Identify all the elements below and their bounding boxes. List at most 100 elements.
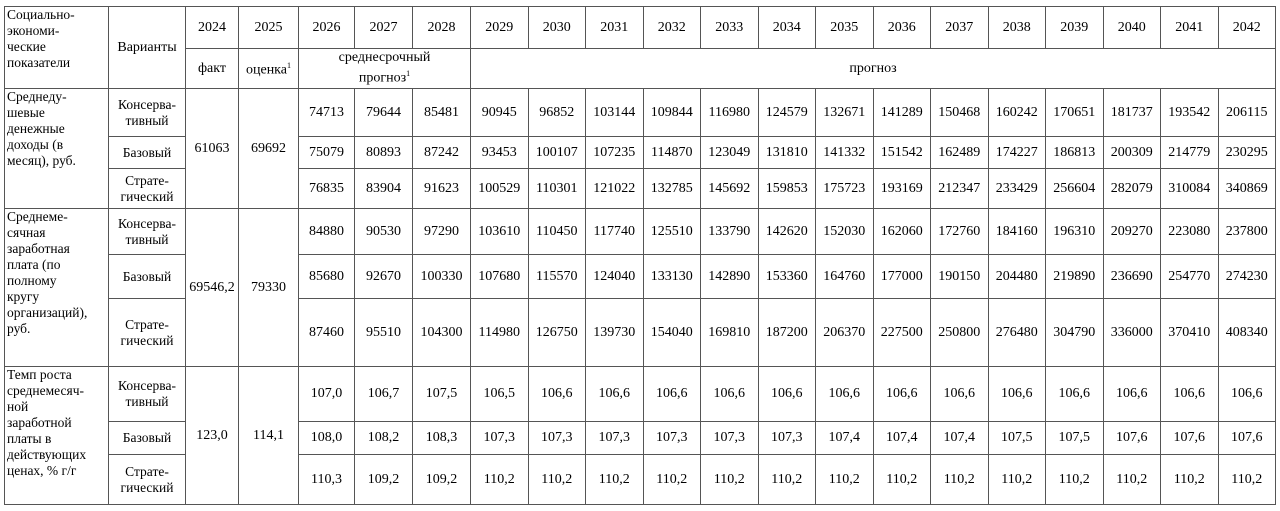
year-header: 2029 [470, 6, 529, 49]
year-header-text: 2034 [772, 19, 801, 35]
forecast-value: 80893 [354, 136, 413, 169]
forecast-value-text: 256604 [1053, 180, 1096, 196]
forecast-value: 114980 [470, 298, 529, 367]
forecast-value: 370410 [1160, 298, 1219, 367]
forecast-value-text: 212347 [938, 180, 981, 196]
forecast-value-text: 124579 [765, 104, 808, 120]
forecast-value-text: 214779 [1168, 144, 1211, 160]
variant-name-text: Консерва- тивный [118, 96, 176, 128]
forecast-value: 110,2 [527, 454, 586, 505]
forecast-value-text: 109844 [650, 104, 693, 120]
forecast-value: 141332 [815, 136, 874, 169]
forecast-value-text: 190150 [938, 268, 981, 284]
forecast-value-text: 133790 [708, 223, 751, 239]
forecast-value: 145692 [700, 168, 759, 209]
year-header-text: 2027 [369, 19, 398, 35]
forecast-value: 110,3 [298, 454, 355, 505]
forecast-value-text: 152030 [823, 223, 866, 239]
medium-forecast-header-text: среднесрочный прогноз [338, 50, 431, 86]
forecast-value: 87242 [412, 136, 471, 169]
forecast-value: 106,6 [585, 366, 644, 422]
fact-value-text: 61063 [194, 140, 230, 156]
forecast-value-text: 106,6 [886, 386, 918, 401]
forecast-value: 174227 [987, 136, 1046, 169]
variant-name: Базовый [108, 421, 186, 455]
fact-value: 123,0 [185, 366, 239, 505]
forecast-value-text: 110,2 [1058, 471, 1090, 487]
forecast-value: 117740 [585, 208, 644, 255]
forecast-value-text: 276480 [995, 324, 1038, 340]
forecast-value-text: 193169 [880, 180, 923, 196]
year-header: 2024 [185, 6, 239, 49]
forecast-value-text: 340869 [1225, 180, 1268, 196]
forecast-value-text: 110,2 [1001, 471, 1033, 487]
fact-header: факт [185, 48, 239, 89]
forecast-value: 107,6 [1102, 421, 1161, 455]
forecast-value: 110,2 [815, 454, 874, 505]
year-header: 2040 [1102, 6, 1161, 49]
forecast-value-text: 107,4 [828, 430, 861, 445]
forecast-value: 408340 [1217, 298, 1276, 367]
forecast-value: 106,5 [470, 366, 529, 422]
forecast-value-text: 106,6 [1231, 386, 1263, 401]
forecast-value: 193542 [1160, 88, 1219, 137]
forecast-value-text: 145692 [708, 180, 751, 196]
forecast-value: 106,6 [987, 366, 1046, 422]
forecast-value: 209270 [1102, 208, 1161, 255]
forecast-value-text: 106,6 [1001, 386, 1033, 401]
estimate-header-text: оценка [245, 62, 287, 78]
forecast-value: 206115 [1217, 88, 1276, 137]
variant-name-text: Базовый [122, 430, 172, 445]
forecast-value: 150468 [930, 88, 989, 137]
forecast-value-text: 106,6 [771, 386, 803, 401]
forecast-value: 90945 [470, 88, 529, 137]
forecast-value: 233429 [987, 168, 1046, 209]
forecast-value: 164760 [815, 254, 874, 299]
forecast-value: 139730 [585, 298, 644, 367]
table-row: факт оценка1 среднесрочный прогноз1 прогноз [5, 48, 1276, 89]
year-header-text: 2025 [254, 19, 283, 35]
year-header-text: 2030 [542, 19, 571, 35]
forecast-value: 110,2 [1102, 454, 1161, 505]
forecast-value-text: 110,2 [1116, 471, 1148, 487]
year-header: 2042 [1217, 6, 1276, 49]
forecast-value: 282079 [1102, 168, 1161, 209]
forecast-value-text: 110450 [536, 223, 578, 239]
forecast-value: 107,6 [1160, 421, 1219, 455]
forecast-value-text: 107,5 [425, 386, 458, 401]
forecast-value: 108,3 [412, 421, 471, 455]
forecast-value: 236690 [1102, 254, 1161, 299]
forecast-value-text: 227500 [880, 324, 923, 340]
forecast-value-text: 154040 [650, 324, 693, 340]
table-row: Темп роста среднемесяч- ной заработной п… [4, 366, 1276, 505]
forecast-value-text: 200309 [1110, 144, 1153, 160]
forecast-value-text: 90530 [366, 223, 401, 239]
forecast-table: Социально- экономи- ческие показатели Вар… [4, 6, 1276, 505]
indicator-header-text: Социально- экономи- ческие показатели [7, 7, 75, 71]
fact-value-text: 123,0 [196, 427, 228, 443]
forecast-value-text: 110,2 [943, 471, 975, 487]
forecast-value: 110,2 [700, 454, 759, 505]
forecast-value: 109844 [642, 88, 701, 137]
forecast-value-text: 274230 [1225, 268, 1268, 284]
forecast-value-text: 107680 [478, 268, 521, 284]
indicator-name-text: Темп роста среднемесяч- ной заработной п… [7, 367, 87, 479]
forecast-value: 223080 [1160, 208, 1219, 255]
indicator-name: Темп роста среднемесяч- ной заработной п… [4, 366, 109, 505]
forecast-value-text: 125510 [650, 223, 693, 239]
forecast-value-text: 100330 [420, 268, 463, 284]
table-row: Социально- экономи- ческие показатели Вар… [4, 6, 1276, 89]
forecast-value-text: 250800 [938, 324, 981, 340]
forecast-value-text: 110,3 [311, 471, 342, 487]
forecast-value: 108,2 [354, 421, 413, 455]
forecast-value-text: 93453 [481, 144, 517, 160]
forecast-value: 190150 [930, 254, 989, 299]
forecast-value-text: 109,2 [425, 471, 458, 487]
year-header: 2025 [238, 6, 299, 49]
forecast-value-text: 110,2 [541, 471, 573, 487]
forecast-value-text: 132671 [823, 104, 866, 120]
forecast-value-text: 110,2 [598, 471, 630, 487]
forecast-value-text: 164760 [823, 268, 866, 284]
forecast-value: 204480 [987, 254, 1046, 299]
forecast-value: 87460 [298, 298, 355, 367]
